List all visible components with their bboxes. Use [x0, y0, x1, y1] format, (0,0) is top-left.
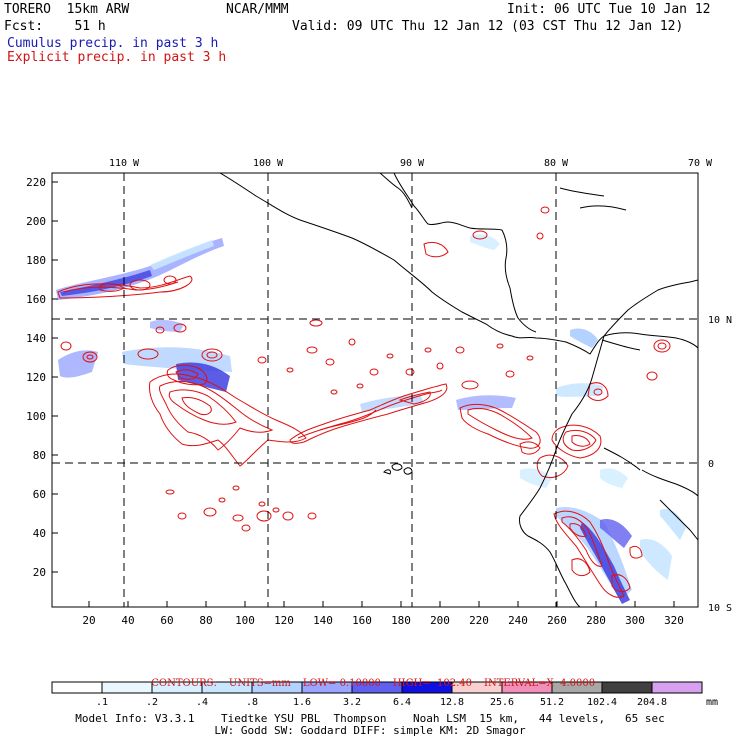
colorbar-unit: mm — [706, 697, 718, 708]
contour-info-low: LOW= 0.10000 — [302, 678, 381, 689]
graticule — [52, 173, 698, 607]
colorbar-label: .2 — [146, 697, 158, 708]
x-tick-label: 80 — [199, 614, 212, 627]
colorbar-label: 25.6 — [490, 697, 514, 708]
legend-cumulus: Cumulus precip. in past 3 h — [7, 36, 219, 51]
contour-info: CONTOURS: UNITS=mm LOW= 0.10000 HIGH= 102.4… — [0, 667, 740, 689]
legend-explicit: Explicit precip. in past 3 h — [7, 50, 227, 65]
x-tick-label: 320 — [664, 614, 684, 627]
coastlines — [219, 173, 698, 607]
colorbar — [51, 681, 703, 694]
contour-info-units: UNITS=mm — [228, 678, 291, 689]
model-title: TORERO 15km ARW — [4, 2, 130, 17]
y-tick-label: 60 — [33, 488, 46, 501]
init-time: Init: 06 UTC Tue 10 Jan 12 — [507, 2, 711, 17]
colorbar-label: .1 — [96, 697, 108, 708]
y-tick-label: 80 — [33, 449, 46, 462]
x-tick-label: 60 — [160, 614, 173, 627]
colorbar-label: 6.4 — [393, 697, 411, 708]
x-tick-label: 180 — [391, 614, 411, 627]
y-tick-label: 100 — [26, 410, 46, 423]
y-tick-label: 160 — [26, 293, 46, 306]
lon-label-70w: 70 W — [688, 158, 713, 169]
explicit-precip-layer — [57, 206, 671, 598]
lon-label-110w: 110 W — [109, 158, 140, 169]
coast-south-america-west — [519, 335, 605, 607]
y-tick-label: 40 — [33, 527, 46, 540]
contour-itcz-line — [289, 383, 448, 444]
colorbar-label: .8 — [246, 697, 258, 708]
colorbar-label: 12.8 — [440, 697, 464, 708]
lat-label-0: 0 — [708, 459, 714, 470]
y-tick-label: 180 — [26, 254, 46, 267]
model-info-line1: Model Info: V3.3.1 Tiedtke YSU PBL Thomp… — [75, 712, 665, 725]
galapagos — [383, 463, 413, 475]
x-tick-label: 260 — [547, 614, 567, 627]
axis-ticks — [52, 181, 675, 607]
y-tick-label: 200 — [26, 215, 46, 228]
colorbar-swatch — [651, 681, 703, 694]
cumulus-precip-layer — [56, 234, 686, 604]
valid-time: Valid: 09 UTC Thu 12 Jan 12 (03 CST Thu … — [292, 19, 684, 34]
lon-label-80w: 80 W — [544, 158, 569, 169]
colorbar-label: 102.4 — [587, 697, 617, 708]
coast-mexico — [219, 173, 698, 355]
colorbar-label: 204.8 — [637, 697, 667, 708]
colorbar-label: 1.6 — [293, 697, 311, 708]
y-tick-label: 120 — [26, 371, 46, 384]
x-tick-label: 240 — [508, 614, 528, 627]
x-tick-label: 140 — [313, 614, 333, 627]
organization-label: NCAR/MMM — [226, 2, 289, 17]
x-tick-label: 120 — [274, 614, 294, 627]
map-frame — [51, 172, 699, 608]
y-tick-label: 140 — [26, 332, 46, 345]
x-tick-label: 300 — [625, 614, 645, 627]
contour-east-cluster — [459, 403, 541, 449]
contour-info-high: HIGH= 102.40 — [392, 678, 473, 689]
x-tick-label: 200 — [430, 614, 450, 627]
cumulus-band-west — [58, 350, 98, 378]
model-info-line2: LW: Godd SW: Goddard DIFF: simple KM: 2D… — [214, 724, 526, 737]
contour-info-label: CONTOURS: — [151, 678, 217, 689]
x-tick-label: 220 — [469, 614, 489, 627]
x-tick-label: 40 — [121, 614, 134, 627]
coast-yucatan — [379, 173, 413, 209]
forecast-hour: Fcst: 51 h — [4, 19, 106, 34]
y-tick-label: 220 — [26, 176, 46, 189]
contour-colombia — [551, 424, 602, 459]
coast-south-america-interior — [603, 332, 698, 349]
lat-label-10s: 10 S — [708, 603, 732, 614]
colorbar-label: .4 — [196, 697, 208, 708]
contour-main-cluster — [149, 373, 307, 467]
contour-andes — [553, 510, 625, 598]
lon-label-90w: 90 W — [400, 158, 425, 169]
contour-info-interval: INTERVAL=X 4.0000 — [484, 678, 596, 689]
x-tick-label: 160 — [352, 614, 372, 627]
x-tick-label: 20 — [82, 614, 95, 627]
colorbar-label: 3.2 — [343, 697, 361, 708]
x-tick-label: 100 — [235, 614, 255, 627]
lat-label-10n: 10 N — [708, 315, 732, 326]
y-tick-label: 20 — [33, 566, 46, 579]
colorbar-label: 51.2 — [540, 697, 564, 708]
lon-label-100w: 100 W — [253, 158, 284, 169]
x-tick-label: 280 — [586, 614, 606, 627]
